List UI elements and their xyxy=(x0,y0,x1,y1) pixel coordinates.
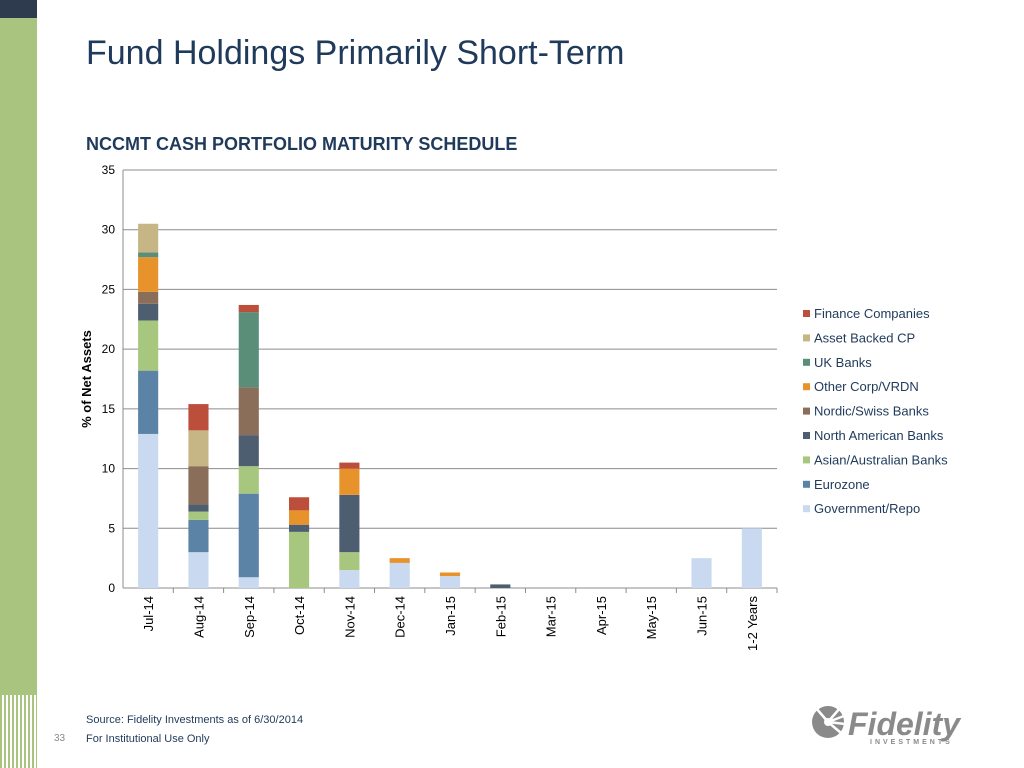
legend-label: Asian/Australian Banks xyxy=(814,452,948,467)
y-tick-label: 0 xyxy=(108,581,115,595)
bar-segment xyxy=(289,510,310,525)
x-tick-label: Jan-15 xyxy=(443,596,458,636)
bar-segment xyxy=(188,552,209,588)
bar-segment xyxy=(138,320,159,371)
x-tick-label: Mar-15 xyxy=(544,596,559,637)
legend-label: UK Banks xyxy=(814,355,872,370)
legend-swatch xyxy=(803,456,810,464)
logo-wordmark: Fidelity xyxy=(848,706,962,742)
bar-segment xyxy=(238,493,259,578)
bar-segment xyxy=(238,577,259,588)
legend-swatch xyxy=(803,310,810,317)
bar-segment xyxy=(490,584,511,588)
y-axis-label: % of Net Assets xyxy=(79,330,94,428)
bar-segment xyxy=(289,531,310,588)
bar-segment xyxy=(339,462,360,469)
bar-segment xyxy=(138,252,159,258)
x-tick-label: Jul-14 xyxy=(141,596,156,631)
bar-segment xyxy=(289,497,310,511)
x-tick-label: Nov-14 xyxy=(342,596,357,638)
bar-segment xyxy=(138,433,159,588)
usage-note: For Institutional Use Only xyxy=(86,733,210,745)
y-tick-label: 20 xyxy=(102,342,116,356)
legend-swatch xyxy=(803,505,810,513)
source-note: Source: Fidelity Investments as of 6/30/… xyxy=(86,714,304,726)
bar-segment xyxy=(741,528,762,588)
bar-segment xyxy=(138,303,159,321)
y-tick-label: 30 xyxy=(102,223,116,237)
bar-segment xyxy=(339,570,360,588)
bar-segment xyxy=(389,558,410,563)
bar-segment xyxy=(138,291,159,304)
legend-label: North American Banks xyxy=(814,428,944,443)
bar-segment xyxy=(389,562,410,588)
bar-segment xyxy=(439,572,461,577)
legend-label: Asset Backed CP xyxy=(814,330,915,345)
legend-swatch xyxy=(803,407,810,415)
bar-segment xyxy=(439,576,461,588)
legend-label: Other Corp/VRDN xyxy=(814,379,919,394)
bar-segment xyxy=(138,257,159,292)
bar-segment xyxy=(238,466,259,494)
sidebar-stripes xyxy=(0,695,37,768)
y-tick-label: 25 xyxy=(102,282,116,296)
bar-segment xyxy=(138,223,159,253)
x-tick-label: 1-2 Years xyxy=(745,596,760,651)
bar-segment xyxy=(188,430,209,467)
bar-segment xyxy=(188,519,209,553)
fidelity-logo: Fidelity INVESTMENTS xyxy=(812,706,962,746)
legend-label: Nordic/Swiss Banks xyxy=(814,404,929,419)
bar-segment xyxy=(238,304,259,313)
y-tick-label: 15 xyxy=(102,402,116,416)
legend-swatch xyxy=(803,432,810,439)
legend-swatch xyxy=(803,383,810,391)
legend-label: Government/Repo xyxy=(814,501,920,516)
bar-segment xyxy=(188,466,209,505)
bar-segment xyxy=(188,511,209,520)
x-tick-label: Aug-14 xyxy=(191,596,206,638)
legend-label: Finance Companies xyxy=(814,306,930,321)
bar-segment xyxy=(188,404,209,431)
page-title: Fund Holdings Primarily Short-Term xyxy=(86,34,625,72)
x-tick-label: Feb-15 xyxy=(493,596,508,637)
legend-swatch xyxy=(803,358,810,366)
legend-label: Eurozone xyxy=(814,477,870,492)
chart-title: NCCMT CASH PORTFOLIO MATURITY SCHEDULE xyxy=(86,134,518,154)
bar-segment xyxy=(691,558,712,588)
bar-segment xyxy=(238,435,259,467)
bar-segment xyxy=(339,494,360,553)
bar-segment xyxy=(339,468,360,495)
x-tick-label: Sep-14 xyxy=(242,596,257,638)
page-number: 33 xyxy=(54,733,66,744)
bar-segment xyxy=(238,312,259,388)
sidebar-top-block xyxy=(0,0,37,18)
y-tick-label: 35 xyxy=(102,163,116,177)
x-tick-label: Oct-14 xyxy=(292,596,307,635)
bar-segment xyxy=(289,524,310,532)
y-tick-label: 10 xyxy=(102,462,116,476)
y-tick-label: 5 xyxy=(108,521,115,535)
sidebar-accent xyxy=(0,0,37,768)
x-tick-label: May-15 xyxy=(644,596,659,639)
bar-segment xyxy=(238,387,259,436)
legend-swatch xyxy=(803,480,810,488)
x-tick-label: Jun-15 xyxy=(695,596,710,636)
legend-swatch xyxy=(803,334,810,342)
x-tick-label: Dec-14 xyxy=(393,596,408,638)
bar-segment xyxy=(188,504,209,512)
x-tick-label: Apr-15 xyxy=(594,596,609,635)
maturity-chart: 0 5 10 15 20 25 30 35 % of Net Assets Jul-14 Aug-1… xyxy=(79,163,948,651)
logo-subtext: INVESTMENTS xyxy=(870,739,953,746)
bar-segment xyxy=(138,370,159,434)
fidelity-logo-icon xyxy=(812,706,846,738)
bar-segment xyxy=(339,552,360,571)
